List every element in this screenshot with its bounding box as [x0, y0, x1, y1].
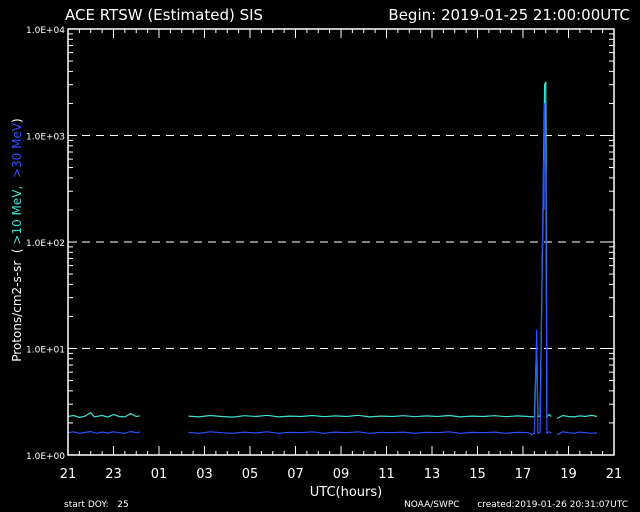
plot-frame: [67, 28, 615, 456]
x-axis-label: UTC(hours): [310, 485, 382, 500]
series-line-series_a: [67, 411, 140, 419]
series-line-series_a: [528, 81, 552, 418]
x-tick-label: 15: [469, 467, 486, 482]
x-tick-label: 21: [606, 467, 623, 482]
series-line-series_a: [556, 414, 598, 420]
y-axis-label-prefix: Protons/cm2-s-sr: [10, 261, 24, 362]
start-doy: start DOY: 25: [64, 500, 129, 510]
x-tick-label: 23: [105, 467, 122, 482]
series-line-series_a: [188, 414, 529, 418]
y-tick-label: 1.0E+00: [26, 452, 65, 462]
x-tick-label: 09: [333, 467, 350, 482]
x-tick-label: 05: [242, 467, 259, 482]
x-tick-label: 17: [515, 467, 532, 482]
x-tick-label: 01: [151, 467, 168, 482]
x-tick-label: 11: [378, 467, 395, 482]
x-tick-label: 21: [60, 467, 77, 482]
x-tick-label: 07: [287, 467, 304, 482]
x-tick-label: 03: [196, 467, 213, 482]
y-tick-label: 1.0E+02: [26, 239, 65, 249]
series-line-series_b: [67, 430, 140, 434]
y-tick-label: 1.0E+03: [26, 133, 65, 143]
y-axis-label: Protons/cm2-s-sr ( >10 MeV, >30 MeV): [10, 118, 24, 362]
y-axis-label-close: ): [10, 118, 24, 123]
y-axis-label-series-a: >10 MeV,: [10, 186, 24, 245]
chart-title: ACE RTSW (Estimated) SIS: [65, 6, 263, 24]
x-tick-label: 13: [424, 467, 441, 482]
created-time: created:2019-01-26 20:31:07UTC: [477, 500, 628, 510]
series-line-series_b: [528, 103, 552, 436]
y-tick-label: 1.0E+04: [26, 26, 65, 36]
x-tick-label: 19: [560, 467, 577, 482]
series-line-series_b: [188, 431, 529, 434]
y-axis-label-open: (: [10, 248, 24, 253]
y-tick-label: 1.0E+01: [26, 346, 65, 356]
y-axis-label-series-b: >30 MeV: [10, 122, 24, 178]
series-line-series_b: [556, 431, 597, 436]
data-source: NOAA/SWPC: [404, 500, 460, 510]
begin-time: Begin: 2019-01-25 21:00:00UTC: [388, 6, 630, 24]
